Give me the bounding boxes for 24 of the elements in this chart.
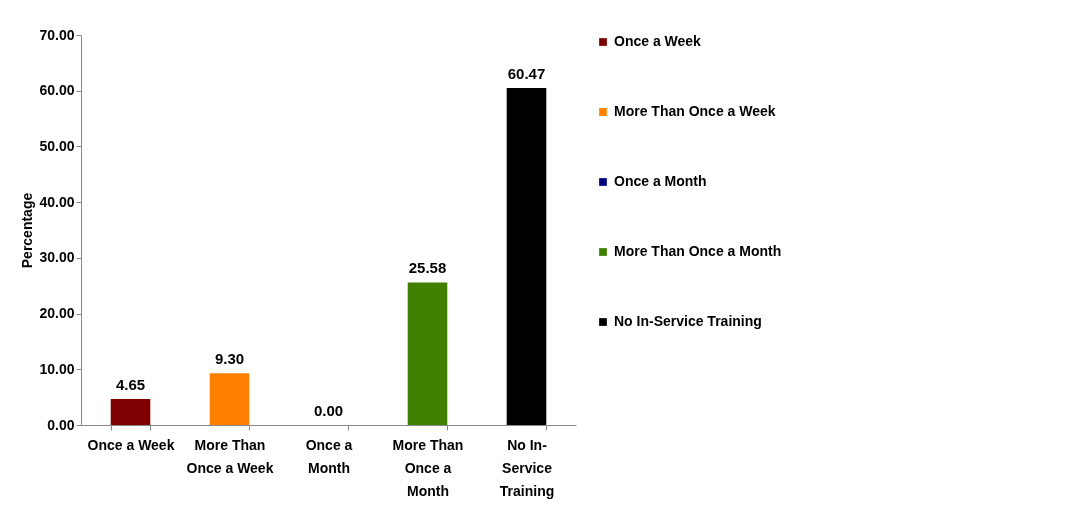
y-tick-label: 0.00 [47, 416, 75, 433]
y-tick-label: 40.00 [39, 193, 75, 210]
y-tick-label: 70.00 [39, 26, 75, 43]
y-tick-label: 10.00 [39, 360, 75, 377]
legend-label: Once a Month [614, 173, 707, 189]
data-label: 0.00 [313, 402, 344, 419]
data-label: 60.47 [507, 65, 546, 83]
x-tick-label: More Than Once a Month [392, 436, 464, 499]
x-tick-label: Once a Week [87, 436, 175, 453]
legend-label: No In-Service Training [614, 313, 762, 329]
y-tick-label: 20.00 [39, 305, 75, 322]
legend-label: Once a Week [614, 33, 702, 49]
x-tick-label: No In-Service Training [499, 436, 555, 499]
legend-label: More Than Once a Week [614, 103, 776, 119]
legend-label: More Than Once a Month [614, 243, 782, 259]
y-tick-label: 30.00 [39, 249, 75, 266]
data-label: 4.65 [115, 376, 146, 394]
y-axis-title: Percentage [19, 192, 36, 269]
y-tick-label: 60.00 [39, 82, 75, 99]
y-tick-label: 50.00 [39, 137, 75, 154]
x-tick-label: Once a Month [305, 436, 353, 476]
data-label: 9.30 [214, 350, 245, 368]
x-tick-label: More Than Once a Week [186, 436, 274, 476]
data-label: 25.58 [408, 259, 447, 277]
